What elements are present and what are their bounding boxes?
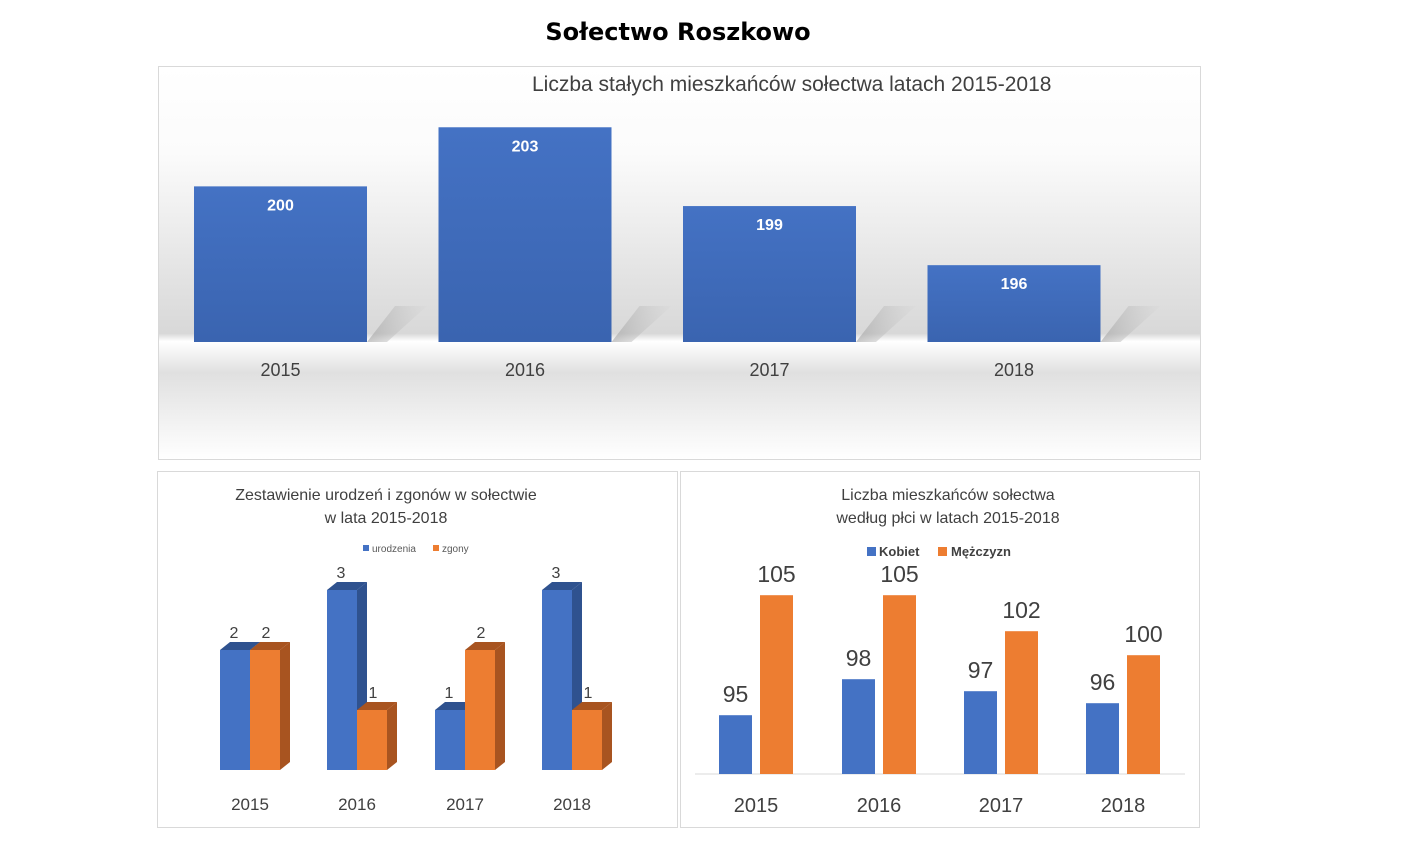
chart-residents: Liczba stałych mieszkańców sołectwa lata… bbox=[159, 67, 1200, 459]
data-label: 2 bbox=[230, 625, 239, 642]
bar-urodzenia bbox=[220, 650, 250, 770]
bar-urodzenia bbox=[327, 590, 357, 770]
bar-side bbox=[495, 642, 505, 770]
bar-top bbox=[357, 702, 397, 710]
bar-side bbox=[387, 702, 397, 770]
data-label: 1 bbox=[584, 685, 593, 702]
legend: urodzenia zgony bbox=[363, 544, 469, 555]
bar-Kobiet bbox=[964, 691, 997, 774]
x-tick-label: 2017 bbox=[749, 360, 789, 380]
data-label: 3 bbox=[552, 565, 561, 582]
chart-births-deaths: Zestawienie urodzeń i zgonów w sołectwie… bbox=[220, 487, 612, 814]
chart-title: Liczba mieszkańców sołectwa bbox=[841, 487, 1055, 504]
data-label: 98 bbox=[846, 645, 872, 671]
data-label: 199 bbox=[756, 217, 783, 234]
bar-top bbox=[220, 642, 260, 650]
x-tick-label: 2016 bbox=[857, 795, 902, 817]
x-tick-label: 2016 bbox=[505, 360, 545, 380]
bar-Mężczyzn bbox=[1005, 631, 1038, 774]
data-label: 1 bbox=[445, 685, 454, 702]
bar-urodzenia bbox=[542, 590, 572, 770]
bar-zgony bbox=[357, 710, 387, 770]
bar bbox=[194, 186, 367, 342]
bar-urodzenia bbox=[435, 710, 465, 770]
legend-label-zgony: zgony bbox=[442, 544, 469, 555]
x-tick-label: 2015 bbox=[260, 360, 300, 380]
x-tick-label: 2016 bbox=[338, 795, 376, 814]
bar bbox=[438, 127, 612, 342]
bar-top bbox=[327, 582, 367, 590]
legend-swatch-mezczyzn bbox=[938, 547, 947, 556]
x-tick-label: 2018 bbox=[1101, 795, 1146, 817]
bar bbox=[683, 206, 856, 342]
bar-shadow bbox=[611, 306, 672, 342]
bar-shadow bbox=[1100, 306, 1161, 342]
legend-swatch-kobiet bbox=[867, 547, 876, 556]
bar-Kobiet bbox=[842, 679, 875, 774]
x-tick-label: 2017 bbox=[446, 795, 484, 814]
bar-Kobiet bbox=[1086, 703, 1119, 774]
page-title: Sołectwo Roszkowo bbox=[545, 18, 811, 46]
data-label: 100 bbox=[1124, 621, 1162, 647]
bar-top bbox=[250, 642, 290, 650]
data-label: 200 bbox=[267, 197, 294, 214]
x-tick-label: 2015 bbox=[734, 795, 779, 817]
legend: Kobiet Mężczyzn bbox=[867, 544, 1011, 559]
bar-side bbox=[602, 702, 612, 770]
data-label: 97 bbox=[968, 657, 994, 683]
chart-residents-panel: Liczba stałych mieszkańców sołectwa lata… bbox=[158, 66, 1201, 460]
bar bbox=[927, 265, 1101, 342]
bar-Mężczyzn bbox=[760, 595, 793, 774]
chart-subtitle: według płci w latach 2015-2018 bbox=[835, 510, 1059, 527]
data-label: 1 bbox=[369, 685, 378, 702]
legend-label-urodzenia: urodzenia bbox=[372, 544, 416, 555]
bar-top bbox=[572, 702, 612, 710]
x-tick-label: 2017 bbox=[979, 795, 1024, 817]
bar-Mężczyzn bbox=[1127, 655, 1160, 774]
bar-zgony bbox=[250, 650, 280, 770]
legend-label-mezczyzn: Mężczyzn bbox=[951, 544, 1011, 559]
bar-zgony bbox=[465, 650, 495, 770]
bar-Mężczyzn bbox=[883, 595, 916, 774]
bar-top bbox=[542, 582, 582, 590]
data-label: 96 bbox=[1090, 669, 1116, 695]
bar-shadow bbox=[367, 306, 427, 342]
chart-title: Zestawienie urodzeń i zgonów w sołectwie bbox=[235, 487, 537, 504]
data-label: 95 bbox=[723, 681, 749, 707]
legend-swatch-urodzenia bbox=[363, 545, 369, 551]
data-label: 196 bbox=[1001, 276, 1028, 293]
data-label: 3 bbox=[337, 565, 346, 582]
data-label: 2 bbox=[262, 625, 271, 642]
data-label: 105 bbox=[880, 561, 918, 587]
legend-swatch-zgony bbox=[433, 545, 439, 551]
chart-births-deaths-panel: Zestawienie urodzeń i zgonów w sołectwie… bbox=[157, 471, 678, 828]
x-tick-label: 2018 bbox=[553, 795, 591, 814]
data-label: 2 bbox=[477, 625, 486, 642]
bar-zgony bbox=[572, 710, 602, 770]
chart-gender: Liczba mieszkańców sołectwa według płci … bbox=[695, 487, 1185, 817]
data-label: 203 bbox=[512, 138, 539, 155]
bar-Kobiet bbox=[719, 715, 752, 774]
legend-label-kobiet: Kobiet bbox=[879, 544, 920, 559]
chart-gender-panel: Liczba mieszkańców sołectwa według płci … bbox=[680, 471, 1200, 828]
x-tick-label: 2015 bbox=[231, 795, 269, 814]
data-label: 102 bbox=[1002, 597, 1040, 623]
bar-top bbox=[465, 642, 505, 650]
data-label: 105 bbox=[757, 561, 795, 587]
chart-title: Liczba stałych mieszkańców sołectwa lata… bbox=[532, 73, 1051, 96]
chart-subtitle: w lata 2015-2018 bbox=[324, 510, 448, 527]
bar-side bbox=[280, 642, 290, 770]
bar-shadow bbox=[856, 306, 916, 342]
x-tick-label: 2018 bbox=[994, 360, 1034, 380]
